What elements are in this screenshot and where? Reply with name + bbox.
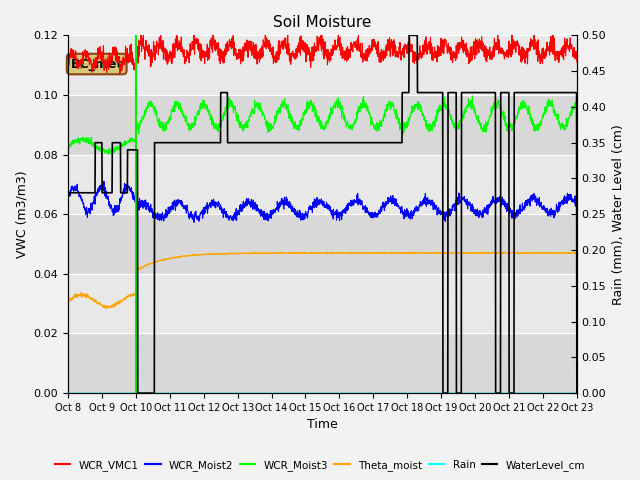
WCR_VMC1	[573, 59, 580, 65]
WCR_Moist2	[312, 197, 320, 203]
WCR_Moist2	[465, 202, 473, 208]
Line: WCR_Moist3: WCR_Moist3	[68, 96, 577, 154]
WCR_Moist2	[559, 197, 566, 203]
WCR_VMC1	[116, 71, 124, 76]
WCR_Moist3	[298, 115, 306, 121]
WCR_Moist3	[559, 120, 566, 126]
Rain	[64, 390, 72, 396]
WCR_Moist2	[100, 179, 108, 184]
Theta_moist	[465, 250, 473, 255]
Theta_moist	[90, 299, 98, 304]
Theta_moist	[298, 250, 306, 255]
Y-axis label: Rain (mm), Water Level (cm): Rain (mm), Water Level (cm)	[612, 124, 625, 305]
WCR_Moist2	[190, 219, 198, 225]
WaterLevel_cm	[90, 190, 98, 196]
Y-axis label: VWC (m3/m3): VWC (m3/m3)	[15, 170, 28, 258]
WCR_Moist2	[573, 201, 580, 207]
WaterLevel_cm	[465, 90, 473, 96]
Bar	[68, 334, 577, 393]
Theta_moist	[543, 249, 550, 255]
WCR_VMC1	[312, 49, 319, 55]
WaterLevel_cm	[312, 140, 319, 145]
WCR_Moist3	[573, 104, 580, 110]
WCR_VMC1	[64, 55, 72, 60]
Theta_moist	[559, 250, 566, 255]
Bar	[68, 95, 577, 155]
Rain	[558, 390, 566, 396]
WCR_VMC1	[298, 45, 306, 50]
Rain	[558, 390, 566, 396]
Line: WaterLevel_cm: WaterLevel_cm	[68, 36, 577, 393]
Theta_moist	[64, 298, 72, 304]
WCR_Moist2	[64, 196, 72, 202]
WCR_VMC1	[559, 54, 566, 60]
WCR_Moist3	[90, 144, 98, 150]
WCR_VMC1	[494, 30, 502, 36]
WaterLevel_cm	[134, 390, 141, 396]
WaterLevel_cm	[298, 140, 306, 145]
Text: BC_met: BC_met	[70, 58, 123, 71]
WCR_Moist2	[90, 200, 98, 206]
Line: WCR_Moist2: WCR_Moist2	[68, 181, 577, 222]
Rain	[312, 390, 319, 396]
WCR_Moist3	[104, 151, 112, 157]
WaterLevel_cm	[559, 90, 566, 96]
Rain	[573, 390, 580, 396]
Theta_moist	[559, 250, 566, 255]
WaterLevel_cm	[573, 390, 580, 396]
WCR_Moist3	[468, 93, 476, 99]
Line: WCR_VMC1: WCR_VMC1	[68, 33, 577, 73]
WaterLevel_cm	[64, 190, 72, 196]
Rain	[90, 390, 98, 396]
WCR_VMC1	[465, 60, 473, 66]
Theta_moist	[102, 306, 109, 312]
Rain	[298, 390, 306, 396]
WCR_Moist3	[64, 142, 72, 148]
Rain	[465, 390, 472, 396]
Theta_moist	[573, 251, 580, 256]
Theta_moist	[312, 250, 319, 256]
WaterLevel_cm	[559, 90, 566, 96]
WaterLevel_cm	[405, 33, 413, 38]
X-axis label: Time: Time	[307, 419, 338, 432]
WCR_Moist3	[312, 106, 319, 112]
WCR_Moist2	[299, 217, 307, 223]
Bar	[68, 214, 577, 274]
Title: Soil Moisture: Soil Moisture	[273, 15, 372, 30]
WCR_Moist2	[559, 198, 566, 204]
WCR_VMC1	[90, 63, 98, 69]
WCR_VMC1	[559, 47, 566, 53]
WCR_Moist3	[559, 125, 566, 131]
WCR_Moist3	[465, 101, 473, 107]
Line: Theta_moist: Theta_moist	[68, 252, 577, 309]
Legend: WCR_VMC1, WCR_Moist2, WCR_Moist3, Theta_moist, Rain, WaterLevel_cm: WCR_VMC1, WCR_Moist2, WCR_Moist3, Theta_…	[51, 456, 589, 475]
